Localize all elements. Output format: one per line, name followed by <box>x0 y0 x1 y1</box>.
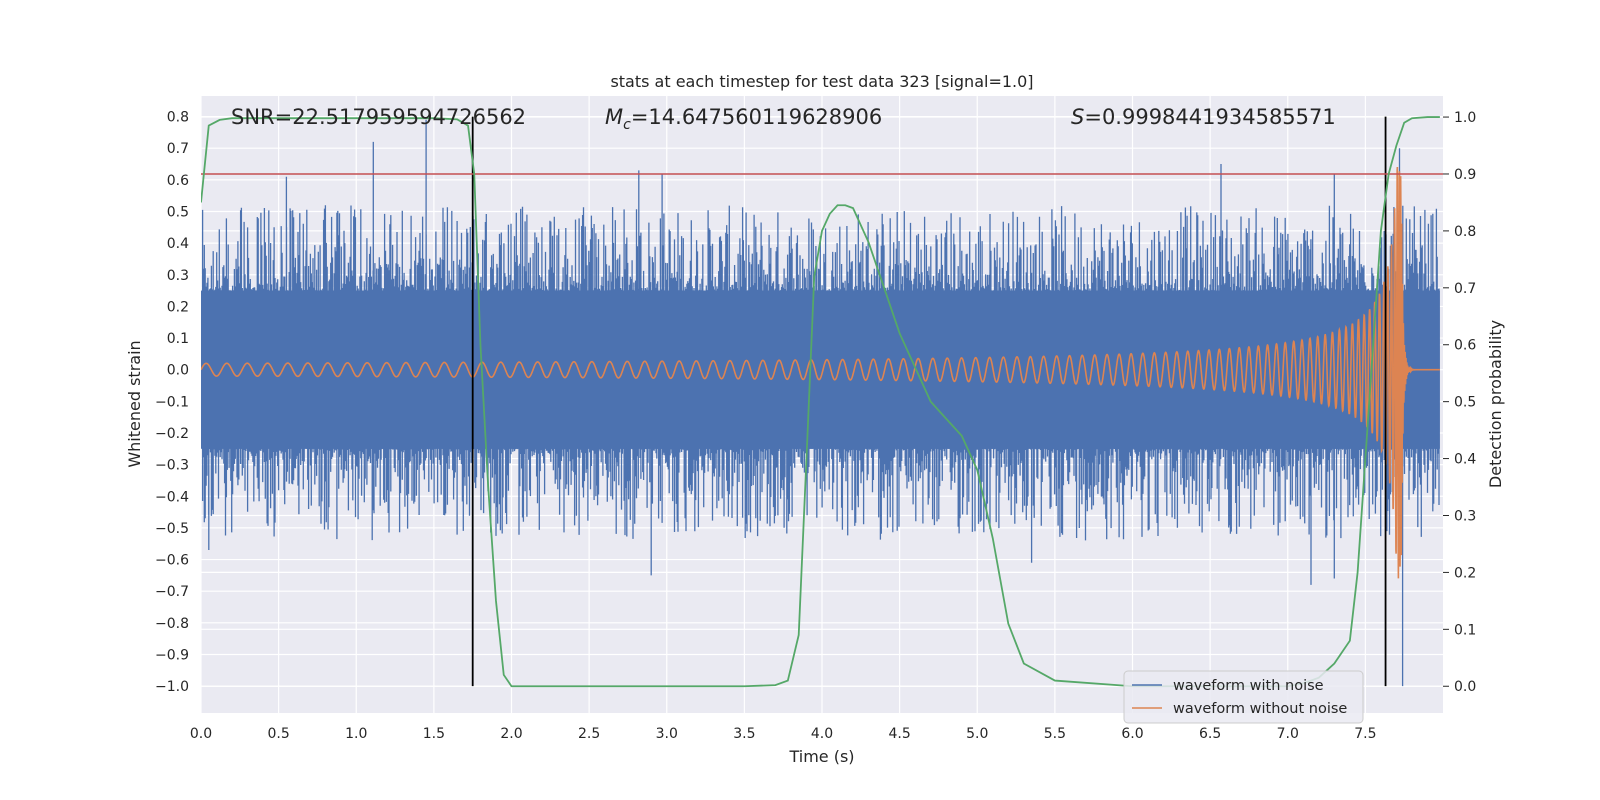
legend-box <box>1123 670 1364 724</box>
y-tick-label: −0.3 <box>155 458 189 474</box>
x-axis-ticks: 0.0 0.5 1.0 1.5 2.0 2.5 3.0 3.5 4.0 4.5 5.0 5.5 6.0 6… <box>190 726 1377 742</box>
y-tick-label: −0.4 <box>155 489 189 505</box>
y-tick-label: −0.8 <box>155 616 189 632</box>
y-tick-label: −0.5 <box>155 521 189 537</box>
y2-tick-label: 0.9 <box>1454 167 1476 183</box>
detection-statistic-annotation: S=0.9998441934585571 <box>1071 105 1336 129</box>
y-tick-label: −0.6 <box>155 553 189 569</box>
y-tick-label: 0.3 <box>167 268 189 284</box>
y-tick-label: 0.5 <box>167 204 189 220</box>
y-tick-label: 0.7 <box>167 141 189 157</box>
x-axis-label: Time (s) <box>788 747 854 766</box>
y2-tick-label: 0.4 <box>1454 452 1476 468</box>
x-tick-label: 7.0 <box>1277 726 1299 742</box>
y2-tick-label: 0.0 <box>1454 679 1476 695</box>
y2-tick-label: 0.7 <box>1454 281 1476 297</box>
y-tick-label: −1.0 <box>155 679 189 695</box>
y2-tick-label: 1.0 <box>1454 110 1476 126</box>
x-tick-label: 2.5 <box>578 726 600 742</box>
y2-tick-label: 0.8 <box>1454 224 1476 240</box>
y-tick-label: −0.2 <box>155 426 189 442</box>
y-tick-label: 0.0 <box>167 363 189 379</box>
y2-axis-label: Detection probability <box>1486 320 1505 488</box>
x-tick-label: 6.0 <box>1121 726 1143 742</box>
chart-title: stats at each timestep for test data 323… <box>610 72 1033 91</box>
chirp-mass-subscript: c <box>623 117 631 133</box>
y-tick-label: 0.8 <box>167 110 189 126</box>
x-tick-label: 2.0 <box>500 726 522 742</box>
y-tick-label: −0.7 <box>155 584 189 600</box>
detection-probability-line <box>201 116 1440 688</box>
x-tick-label: 6.5 <box>1199 726 1221 742</box>
x-tick-label: 5.0 <box>966 726 988 742</box>
clean-series-line <box>201 166 1440 579</box>
y-axis-ticks: 0.8 0.7 0.6 0.5 0.4 0.3 0.2 0.1 0.0 −0.1 −0.2 −0.3 −… <box>155 110 189 696</box>
y-tick-label: −0.1 <box>155 394 189 410</box>
vertical-markers <box>471 116 1387 687</box>
x-tick-label: 3.0 <box>656 726 678 742</box>
noise-series <box>201 119 1440 687</box>
x-tick-label: 4.5 <box>888 726 910 742</box>
y-tick-label: 0.4 <box>167 236 189 252</box>
x-tick-label: 1.5 <box>423 726 445 742</box>
y2-tick-label: 0.6 <box>1454 338 1476 354</box>
y-tick-label: 0.1 <box>167 331 189 347</box>
y2-axis-ticks: 1.0 0.9 0.8 0.7 0.6 0.5 0.4 0.3 0.2 0.1 0.0 <box>1443 110 1476 695</box>
x-tick-label: 3.5 <box>733 726 755 742</box>
statistic-symbol: S <box>1071 105 1084 129</box>
legend: waveform with noise waveform without noi… <box>1123 670 1364 724</box>
y-axis-label: Whitened strain <box>125 340 144 467</box>
chirp-mass-value: =14.647560119628906 <box>631 105 882 129</box>
x-tick-label: 5.5 <box>1044 726 1066 742</box>
x-tick-label: 1.0 <box>345 726 367 742</box>
legend-label-noise: waveform with noise <box>1173 678 1324 694</box>
y-tick-label: 0.6 <box>167 173 189 189</box>
x-tick-label: 7.5 <box>1354 726 1376 742</box>
x-tick-label: 0.0 <box>190 726 212 742</box>
y2-tick-label: 0.1 <box>1454 622 1476 638</box>
x-tick-label: 4.0 <box>811 726 833 742</box>
chirp-mass-symbol: M <box>605 105 623 129</box>
y-tick-label: 0.2 <box>167 299 189 315</box>
x-tick-label: 0.5 <box>267 726 289 742</box>
snr-annotation: SNR=22.517959594726562 <box>231 105 526 129</box>
y2-tick-label: 0.2 <box>1454 565 1476 581</box>
y2-tick-label: 0.5 <box>1454 395 1476 411</box>
legend-label-clean: waveform without noise <box>1173 701 1347 717</box>
y2-tick-label: 0.3 <box>1454 508 1476 524</box>
statistic-value: =0.9998441934585571 <box>1084 105 1335 129</box>
chirp-mass-annotation: Mc=14.647560119628906 <box>605 105 882 133</box>
y-tick-label: −0.9 <box>155 647 189 663</box>
